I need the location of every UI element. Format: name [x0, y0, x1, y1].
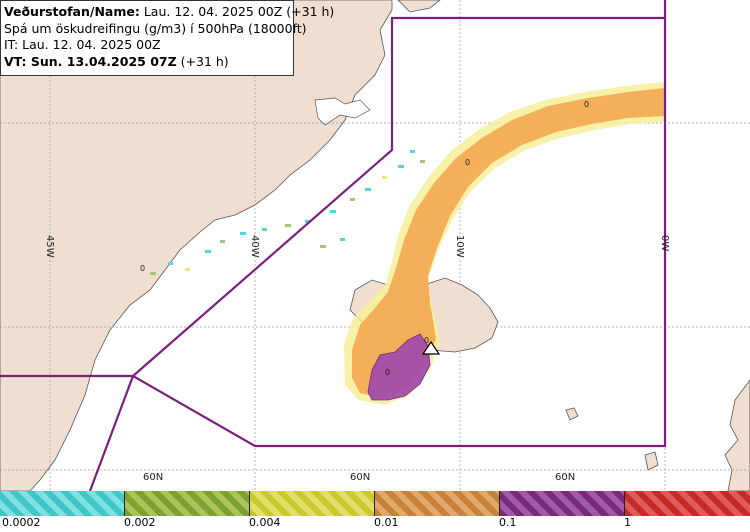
fir-boundary: [0, 0, 667, 491]
colorbar-segment: [375, 491, 500, 516]
lon-label-0w: 0W: [659, 235, 670, 252]
colorbar-segment: [125, 491, 250, 516]
map-canvas: [0, 0, 750, 491]
small-island: [644, 451, 659, 471]
warning-triangle-icon: [422, 341, 440, 355]
colorbar-tick-label: 0.0002: [2, 516, 41, 529]
forecast-info-box: Veðurstofan/Name: Lau. 12. 04. 2025 00Z …: [0, 0, 335, 76]
lat-label-60n: 60N: [143, 472, 164, 483]
ash-concentration-colorbar: [0, 491, 750, 516]
small-island: [565, 407, 579, 421]
colorbar-segment: [0, 491, 125, 516]
colorbar-tick-label: 1: [624, 516, 631, 529]
issue-time-line: IT: Lau. 12. 04. 2025 00Z: [4, 37, 161, 52]
svalbard-land: [397, 0, 441, 13]
contour-label: 0: [424, 336, 430, 345]
contour-label: 0: [465, 158, 471, 167]
lat-label-60n: 60N: [350, 472, 371, 483]
colorbar-tick-label: 0.1: [499, 516, 517, 529]
colorbar-segment: [625, 491, 750, 516]
description-line: Spá um öskudreifingu (g/m3) í 500hPa (18…: [4, 20, 307, 36]
lon-label-10w: 10W: [454, 235, 465, 258]
lat-label-60n: 60N: [555, 472, 576, 483]
contour-label: 0: [385, 368, 391, 377]
lon-label-40w: 40W: [249, 235, 260, 258]
colorbar-ticks: 0.0002 0.002 0.004 0.01 0.1 1: [0, 516, 750, 532]
colorbar-segment: [250, 491, 375, 516]
colorbar-segment: [500, 491, 625, 516]
greenland-fjord: [314, 97, 371, 126]
ash-plume-high: [368, 334, 430, 400]
colorbar-tick-label: 0.004: [249, 516, 281, 529]
issuer-line: Veðurstofan/Name: Lau. 12. 04. 2025 00Z …: [4, 4, 335, 19]
contour-label: 0: [140, 264, 146, 273]
colorbar-tick-label: 0.002: [124, 516, 156, 529]
ash-plume-mid: [352, 88, 665, 398]
lon-label-45w: 45W: [44, 235, 55, 258]
valid-time-line: VT: Sun. 13.04.2025 07Z (+31 h): [4, 53, 229, 69]
colorbar-tick-label: 0.01: [374, 516, 399, 529]
ash-scatter: [150, 150, 425, 275]
contour-label: 0: [584, 100, 590, 109]
